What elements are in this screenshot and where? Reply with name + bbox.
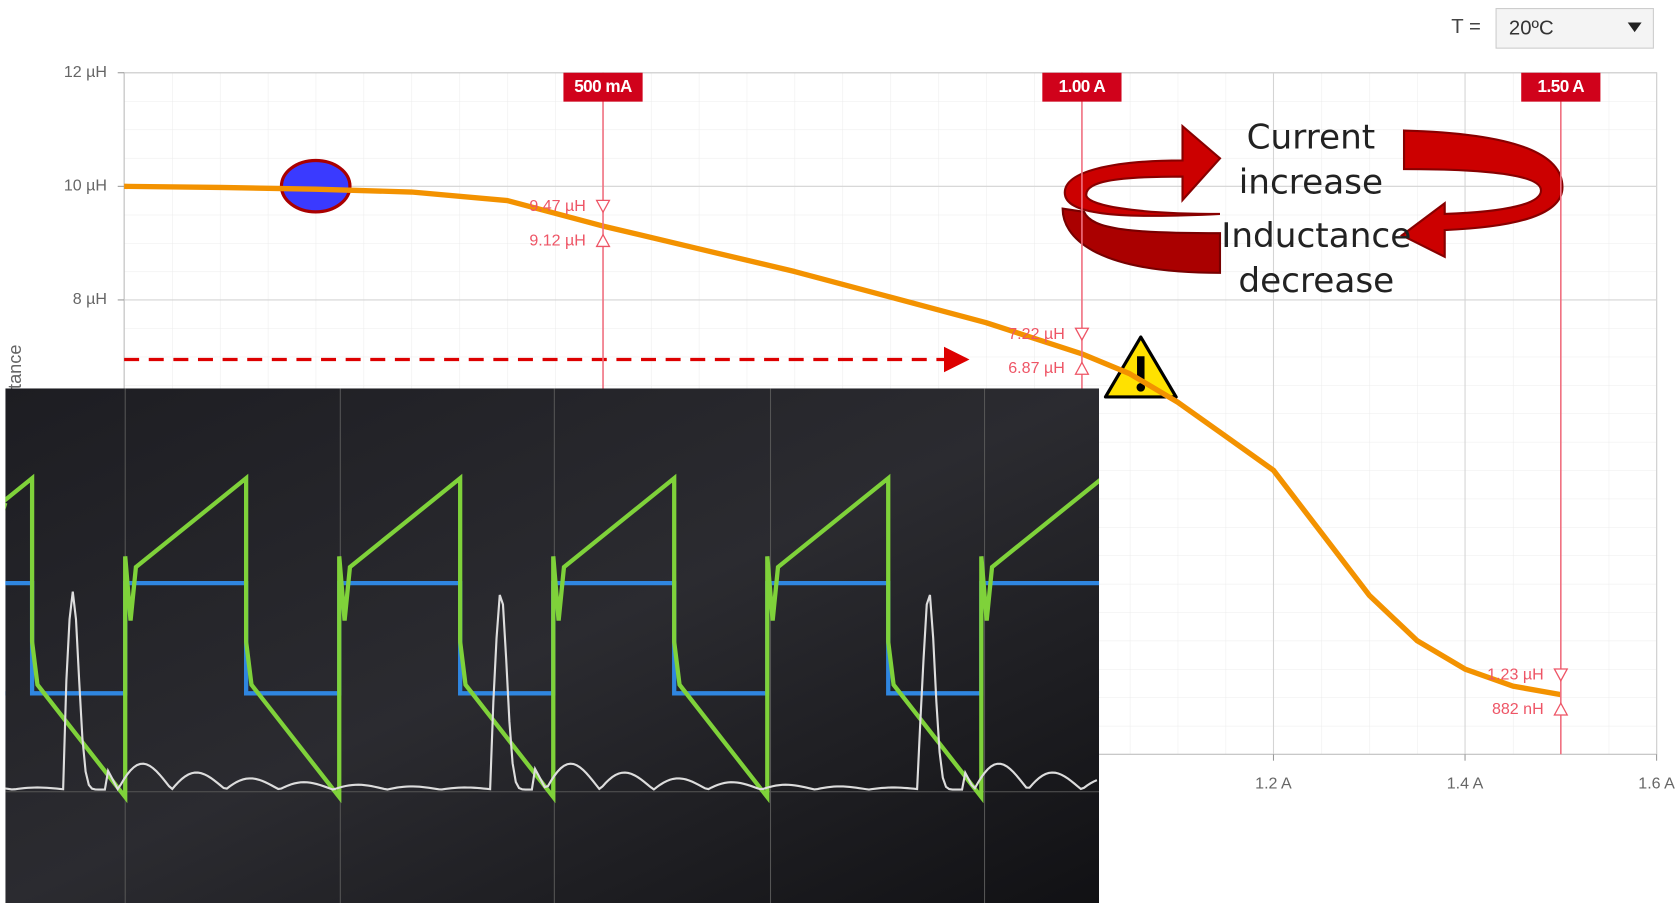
annotation: decrease	[1238, 261, 1394, 301]
warning-icon	[1103, 335, 1178, 399]
x-tick-label: 1.4 A	[1447, 774, 1484, 792]
cursor-marker	[1553, 701, 1569, 716]
cursor-marker	[1074, 361, 1090, 375]
oscilloscope-photo	[5, 388, 1100, 903]
cursor-reading: 6.87 µH	[1008, 359, 1065, 377]
cursor-reading: 9.47 µH	[529, 197, 586, 215]
rotation-arrows	[1061, 123, 1564, 274]
cursor-label-box	[1042, 72, 1122, 102]
cursor-reading: 9.12 µH	[529, 231, 586, 249]
y-tick-label: 8 µH	[73, 290, 107, 308]
cursor-marker	[1553, 668, 1569, 683]
select-arrow[interactable]	[1627, 22, 1642, 33]
cursor-label-box	[1521, 72, 1601, 102]
temperature-select[interactable]: 20ºC	[1495, 8, 1654, 49]
y-tick-label: 10 µH	[64, 177, 107, 195]
y-tick-label: 12 µH	[64, 63, 107, 81]
cursor-label: 1.00 A	[1059, 77, 1106, 96]
scope-trace-green	[5, 473, 1100, 804]
cursor-reading: 7.22 µH	[1008, 325, 1065, 343]
x-tick-label: 1.2 A	[1255, 774, 1292, 792]
cursor-label: 500 mA	[574, 77, 632, 96]
cursor-marker	[595, 199, 611, 214]
cursor-marker	[595, 233, 611, 248]
x-tick-label: 1.6 A	[1638, 774, 1675, 792]
select-value[interactable]: 20ºC	[1509, 17, 1554, 39]
scope-trace-blue	[5, 580, 1100, 696]
annotation: Current	[1247, 118, 1376, 158]
cursor-marker	[1074, 327, 1090, 342]
cursor-label-box	[563, 72, 643, 102]
cursor-label: 1.50 A	[1538, 77, 1585, 96]
annotation: increase	[1239, 163, 1383, 203]
scope-trace-white	[5, 591, 1098, 792]
cursor-reading: 882 nH	[1492, 700, 1544, 718]
select-box[interactable]	[1495, 8, 1654, 49]
cursor-reading: 1.23 µH	[1487, 666, 1544, 684]
annotation: Inductance	[1221, 216, 1411, 256]
temperature-label: T =	[1451, 16, 1481, 38]
